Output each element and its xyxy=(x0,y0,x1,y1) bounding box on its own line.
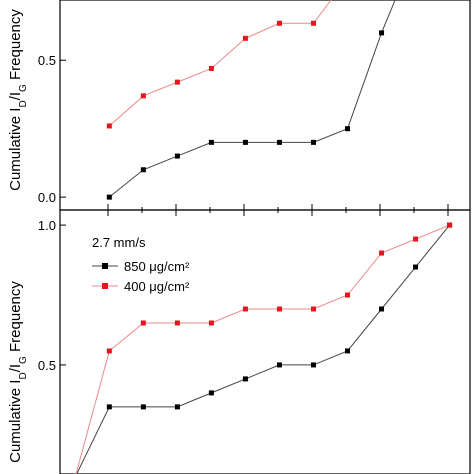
point xyxy=(413,264,419,270)
point xyxy=(106,123,112,129)
point xyxy=(379,30,385,36)
point xyxy=(447,222,453,228)
y-label-part: /I xyxy=(7,364,24,372)
legend-marker xyxy=(102,263,108,269)
point xyxy=(208,65,214,71)
point xyxy=(140,320,146,326)
plot-area xyxy=(75,222,453,474)
plot-frame xyxy=(59,0,471,211)
y-tick-label: 0.0 xyxy=(38,190,56,205)
point xyxy=(276,362,282,368)
plot-area xyxy=(106,0,396,200)
y-label-part: Frequency xyxy=(7,281,24,357)
point xyxy=(140,93,146,99)
point xyxy=(242,376,248,382)
point xyxy=(106,194,112,200)
point xyxy=(345,292,351,298)
y-label-part: Cumulative I xyxy=(7,108,24,191)
y-label-part: D xyxy=(18,100,29,107)
point xyxy=(379,250,385,256)
y-label-part: D xyxy=(18,372,29,379)
series-line xyxy=(109,0,396,198)
point xyxy=(174,79,180,85)
legend-label: 850 μg/cm² xyxy=(124,259,190,274)
legend-marker xyxy=(102,283,108,289)
point xyxy=(276,306,282,312)
y-axis-label: Cumulative ID/IG Frequency xyxy=(7,9,29,191)
y-label-part: G xyxy=(18,356,29,364)
point xyxy=(310,362,316,368)
point xyxy=(174,320,180,326)
point xyxy=(106,348,112,354)
point xyxy=(310,306,316,312)
point xyxy=(413,236,419,242)
series-line xyxy=(76,224,450,474)
y-tick-label: 1.0 xyxy=(38,218,56,233)
point xyxy=(174,404,180,410)
legend-label: 400 μg/cm² xyxy=(124,279,190,294)
point xyxy=(345,126,351,132)
y-label-part: /I xyxy=(7,92,24,100)
point xyxy=(310,139,316,145)
point xyxy=(208,139,214,145)
point xyxy=(242,139,248,145)
y-tick-label: 0.5 xyxy=(38,53,56,68)
point xyxy=(276,139,282,145)
point xyxy=(174,153,180,159)
point xyxy=(379,306,385,312)
y-label-part: G xyxy=(18,84,29,92)
point xyxy=(140,167,146,173)
point xyxy=(242,35,248,41)
y-label-part: Cumulative I xyxy=(7,380,24,463)
point xyxy=(310,20,316,26)
point xyxy=(345,348,351,354)
point xyxy=(140,404,146,410)
plot-frame xyxy=(59,209,471,474)
point xyxy=(276,20,282,26)
y-tick-label: 0.5 xyxy=(38,358,56,373)
y-axis-label: Cumulative ID/IG Frequency xyxy=(7,281,29,463)
point xyxy=(208,390,214,396)
point xyxy=(208,320,214,326)
point xyxy=(106,404,112,410)
series-line xyxy=(109,0,332,127)
series-line xyxy=(75,224,450,474)
point xyxy=(242,306,248,312)
y-label-part: Frequency xyxy=(7,9,24,85)
legend-title: 2.7 mm/s xyxy=(92,235,146,250)
